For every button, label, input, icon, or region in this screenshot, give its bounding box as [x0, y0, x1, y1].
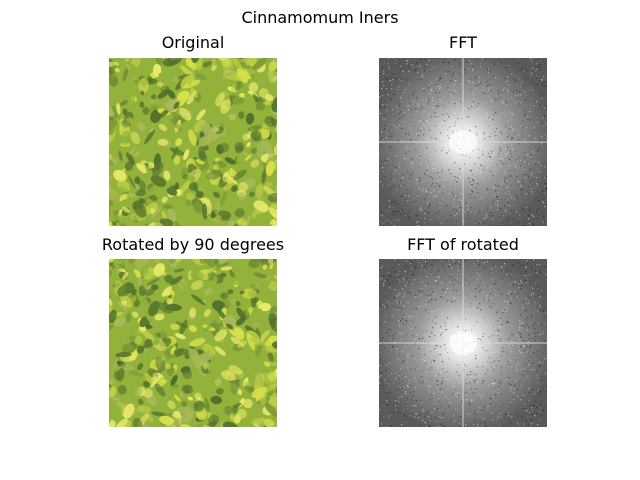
panel-title-rotated: Rotated by 90 degrees: [101, 235, 285, 254]
figure-title: Cinnamomum Iners: [241, 8, 399, 27]
rotated-image: [109, 259, 277, 427]
fft-image: [379, 58, 547, 226]
original-image: [109, 58, 277, 226]
panel-title-fft: FFT: [449, 33, 477, 52]
panel-title-original: Original: [161, 33, 225, 52]
panel-title-fft-rotated: FFT of rotated: [407, 235, 519, 254]
fft-rotated-image: [379, 259, 547, 427]
